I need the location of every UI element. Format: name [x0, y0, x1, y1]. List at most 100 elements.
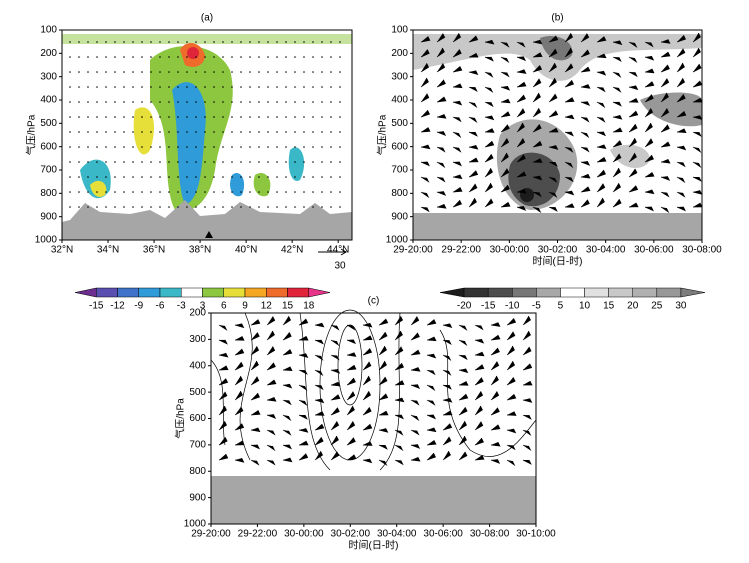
wind-dot [159, 131, 161, 133]
colorbar-segment [138, 287, 161, 298]
wind-barb [506, 394, 517, 401]
wind-barb [452, 146, 462, 153]
wind-barb [548, 35, 559, 43]
wind-barb [298, 384, 308, 392]
wind-barb [442, 397, 453, 403]
wind-barb [474, 405, 483, 416]
wind-barb [580, 131, 590, 139]
wind-dot [168, 101, 170, 103]
wind-dot [321, 86, 323, 88]
wind-barb [474, 351, 485, 357]
wind-barb [314, 398, 325, 404]
wind-dot [330, 206, 332, 208]
wind-barb [218, 405, 227, 416]
wind-barb [490, 361, 500, 371]
wind-dot [132, 116, 134, 118]
wind-barb [218, 352, 229, 358]
wind-dot [78, 191, 80, 193]
wind-dot [303, 146, 305, 148]
wind-barb [490, 322, 501, 327]
wind-dot [294, 176, 296, 178]
wind-barb [500, 71, 510, 78]
wind-barb [532, 191, 542, 198]
wind-barb [266, 316, 276, 326]
wind-barb [468, 116, 478, 123]
y-axis-label: 气压/hPa [25, 114, 38, 155]
wind-dot [321, 56, 323, 58]
wind-barb [660, 108, 670, 118]
wind-dot [339, 71, 341, 73]
wind-dot [177, 101, 179, 103]
wind-dot [186, 41, 188, 43]
wind-dot [294, 191, 296, 193]
wind-barb [692, 63, 702, 73]
wind-barb [506, 377, 516, 386]
wind-barb [468, 86, 478, 92]
wind-barb [506, 345, 515, 356]
wind-barb [676, 62, 685, 73]
wind-dot [267, 101, 269, 103]
wind-barb [218, 420, 228, 431]
wind-dot [87, 56, 89, 58]
wind-barb [298, 414, 308, 420]
wind-dot [303, 71, 305, 73]
wind-dot [123, 176, 125, 178]
wind-barb [266, 379, 277, 386]
y-tick-label: 300 [40, 71, 57, 82]
wind-barb [314, 411, 325, 416]
wind-barb [660, 51, 671, 58]
colorbar-segment [159, 287, 182, 298]
wind-barb [468, 170, 479, 178]
wind-dot [204, 56, 206, 58]
colorbar-segment [536, 287, 561, 298]
wind-dot [177, 191, 179, 193]
wind-dot [303, 116, 305, 118]
colorbar-tick-label: 10 [579, 301, 591, 312]
wind-dot [231, 191, 233, 193]
wind-barb [298, 440, 309, 446]
wind-barb [506, 444, 516, 451]
wind-dot [285, 116, 287, 118]
wind-dot [141, 131, 143, 133]
wind-barb [522, 315, 531, 326]
wind-dot [114, 191, 116, 193]
wind-dot [87, 131, 89, 133]
wind-barb [234, 361, 244, 371]
wind-dot [339, 56, 341, 58]
wind-dot [159, 86, 161, 88]
wind-barb [596, 101, 606, 109]
wind-barb [420, 63, 430, 73]
wind-barb [660, 78, 670, 88]
wind-dot [105, 206, 107, 208]
wind-barb [378, 428, 389, 433]
wind-barb [468, 52, 479, 58]
wind-barb [596, 36, 607, 43]
wind-dot [276, 161, 278, 163]
wind-barb [330, 407, 340, 416]
wind-barb [442, 450, 451, 461]
wind-barb [234, 458, 245, 463]
wind-dot [78, 146, 80, 148]
wind-barb [660, 176, 671, 181]
wind-barb [452, 83, 463, 89]
wind-dot [123, 116, 125, 118]
wind-barb [644, 94, 654, 103]
wind-dot [159, 206, 161, 208]
wind-barb [628, 110, 639, 118]
wind-barb [282, 399, 292, 406]
wind-dot [186, 146, 188, 148]
wind-barb [580, 49, 590, 58]
wind-barb [458, 406, 468, 416]
wind-dot [339, 131, 341, 133]
wind-dot [87, 41, 89, 43]
wind-barb [394, 459, 404, 466]
wind-dot [69, 86, 71, 88]
colorbar-segment [680, 287, 706, 298]
wind-dot [222, 41, 224, 43]
wind-barb [420, 93, 430, 103]
wind-dot [168, 176, 170, 178]
wind-barb [420, 144, 431, 150]
wind-barb [580, 116, 590, 123]
wind-dot [186, 101, 188, 103]
wind-barb [532, 140, 543, 148]
